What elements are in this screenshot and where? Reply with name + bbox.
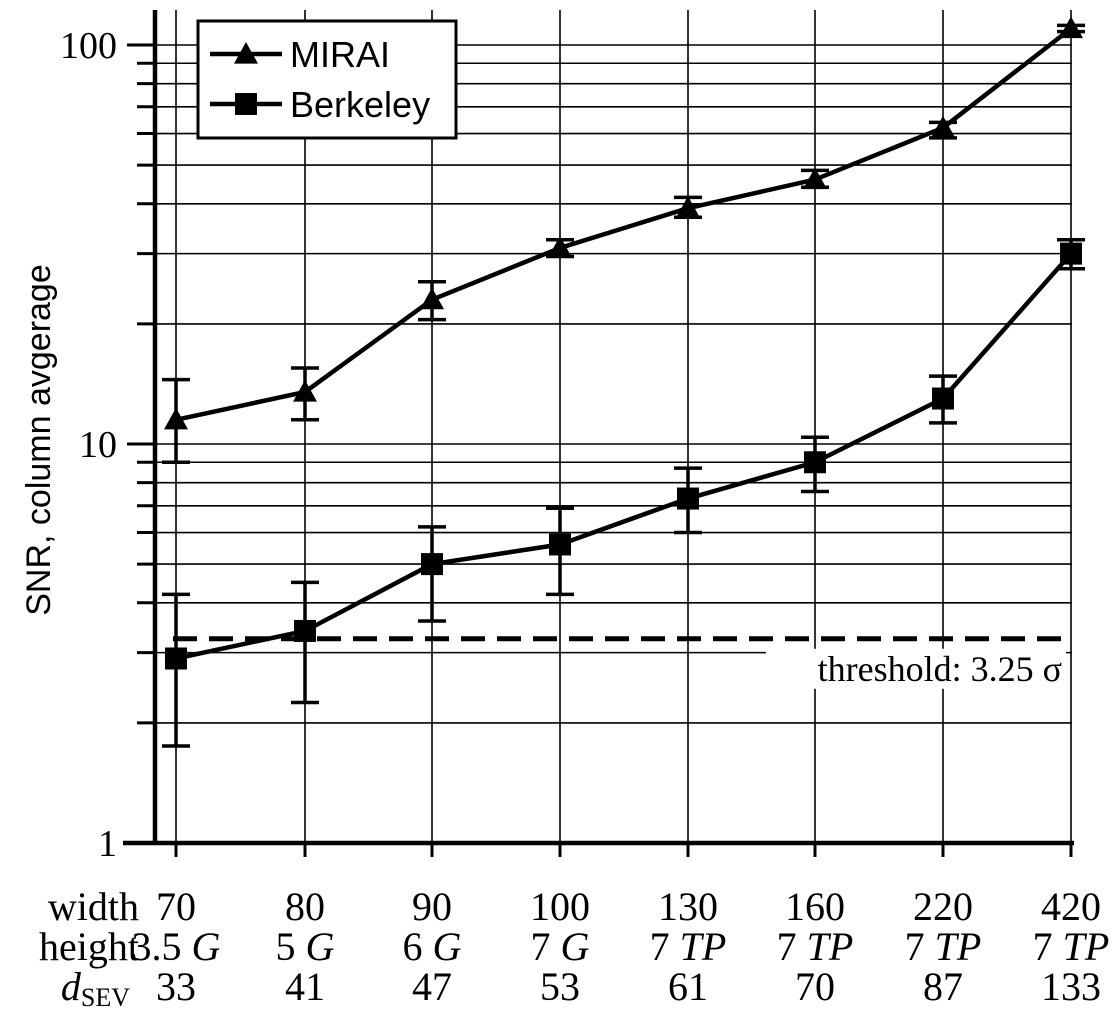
row-value-height: 7 TP bbox=[777, 924, 854, 969]
data-point-berkeley bbox=[804, 451, 826, 474]
row-value-width: 420 bbox=[1041, 884, 1101, 929]
legend-marker bbox=[235, 93, 257, 115]
data-point-berkeley bbox=[294, 619, 316, 642]
row-value-width: 130 bbox=[658, 884, 718, 929]
data-point-berkeley bbox=[1060, 242, 1082, 265]
row-value-height: 7 TP bbox=[1033, 924, 1110, 969]
series-berkeley bbox=[162, 238, 1085, 748]
data-point-mirai bbox=[420, 287, 444, 310]
series-mirai bbox=[162, 16, 1085, 465]
row-value-d: 33 bbox=[156, 964, 196, 1009]
data-point-berkeley bbox=[165, 647, 187, 670]
data-point-berkeley bbox=[421, 553, 443, 576]
threshold-label: threshold: 3.25 σ bbox=[818, 649, 1062, 689]
row-label-width: width bbox=[48, 884, 139, 929]
row-label-d: dSEV bbox=[61, 964, 130, 1012]
row-value-d: 87 bbox=[923, 964, 963, 1009]
row-value-width: 160 bbox=[785, 884, 845, 929]
row-value-width: 220 bbox=[913, 884, 973, 929]
legend-marker bbox=[234, 42, 258, 64]
row-value-height: 6 G bbox=[403, 924, 462, 969]
data-point-mirai bbox=[548, 235, 572, 258]
axes bbox=[123, 10, 1074, 857]
y-tick-label: 1 bbox=[98, 823, 117, 865]
y-axis-label: SNR, column avgerage bbox=[20, 264, 58, 616]
row-value-d: 61 bbox=[668, 964, 708, 1009]
data-point-mirai bbox=[931, 115, 955, 138]
series-line-mirai bbox=[175, 26, 1073, 422]
legend-label-berkeley: Berkeley bbox=[290, 84, 430, 125]
row-value-height: 7 G bbox=[531, 924, 590, 969]
row-value-width: 100 bbox=[530, 884, 590, 929]
legend: MIRAI Berkeley bbox=[196, 19, 458, 140]
threshold-line: threshold: 3.25 σ bbox=[173, 636, 1070, 689]
data-point-mirai bbox=[164, 407, 188, 430]
data-point-berkeley bbox=[932, 387, 954, 410]
row-value-d: 70 bbox=[795, 964, 835, 1009]
data-point-berkeley bbox=[549, 533, 571, 556]
grid-lines bbox=[155, 10, 1072, 843]
row-value-d: 53 bbox=[540, 964, 580, 1009]
data-point-mirai bbox=[676, 196, 700, 218]
series-line-berkeley bbox=[175, 252, 1073, 661]
row-value-height: 7 TP bbox=[905, 924, 982, 969]
data-point-mirai bbox=[803, 167, 827, 190]
axis-labels: 1 10 100 SNR, column avgerage width 70 80 90 100… bbox=[20, 25, 1109, 1012]
row-value-width: 90 bbox=[412, 884, 452, 929]
legend-box bbox=[196, 19, 458, 140]
row-value-d: 41 bbox=[285, 964, 325, 1009]
y-tick-label: 100 bbox=[60, 25, 117, 67]
series-group bbox=[162, 16, 1085, 748]
row-value-width: 80 bbox=[285, 884, 325, 929]
row-value-d: 133 bbox=[1041, 964, 1101, 1009]
row-value-d: 47 bbox=[412, 964, 452, 1009]
row-value-width: 70 bbox=[156, 884, 196, 929]
data-point-mirai bbox=[1059, 16, 1083, 39]
data-point-mirai bbox=[293, 379, 317, 402]
row-value-height: 7 TP bbox=[650, 924, 727, 969]
row-value-height: 3.5 G bbox=[132, 924, 221, 969]
y-tick-label: 10 bbox=[79, 424, 117, 466]
data-point-berkeley bbox=[677, 487, 699, 510]
threshold-label-bg bbox=[766, 648, 1066, 689]
row-label-height: height bbox=[39, 924, 139, 969]
row-value-height: 5 G bbox=[276, 924, 335, 969]
legend-label-mirai: MIRAI bbox=[290, 34, 390, 75]
